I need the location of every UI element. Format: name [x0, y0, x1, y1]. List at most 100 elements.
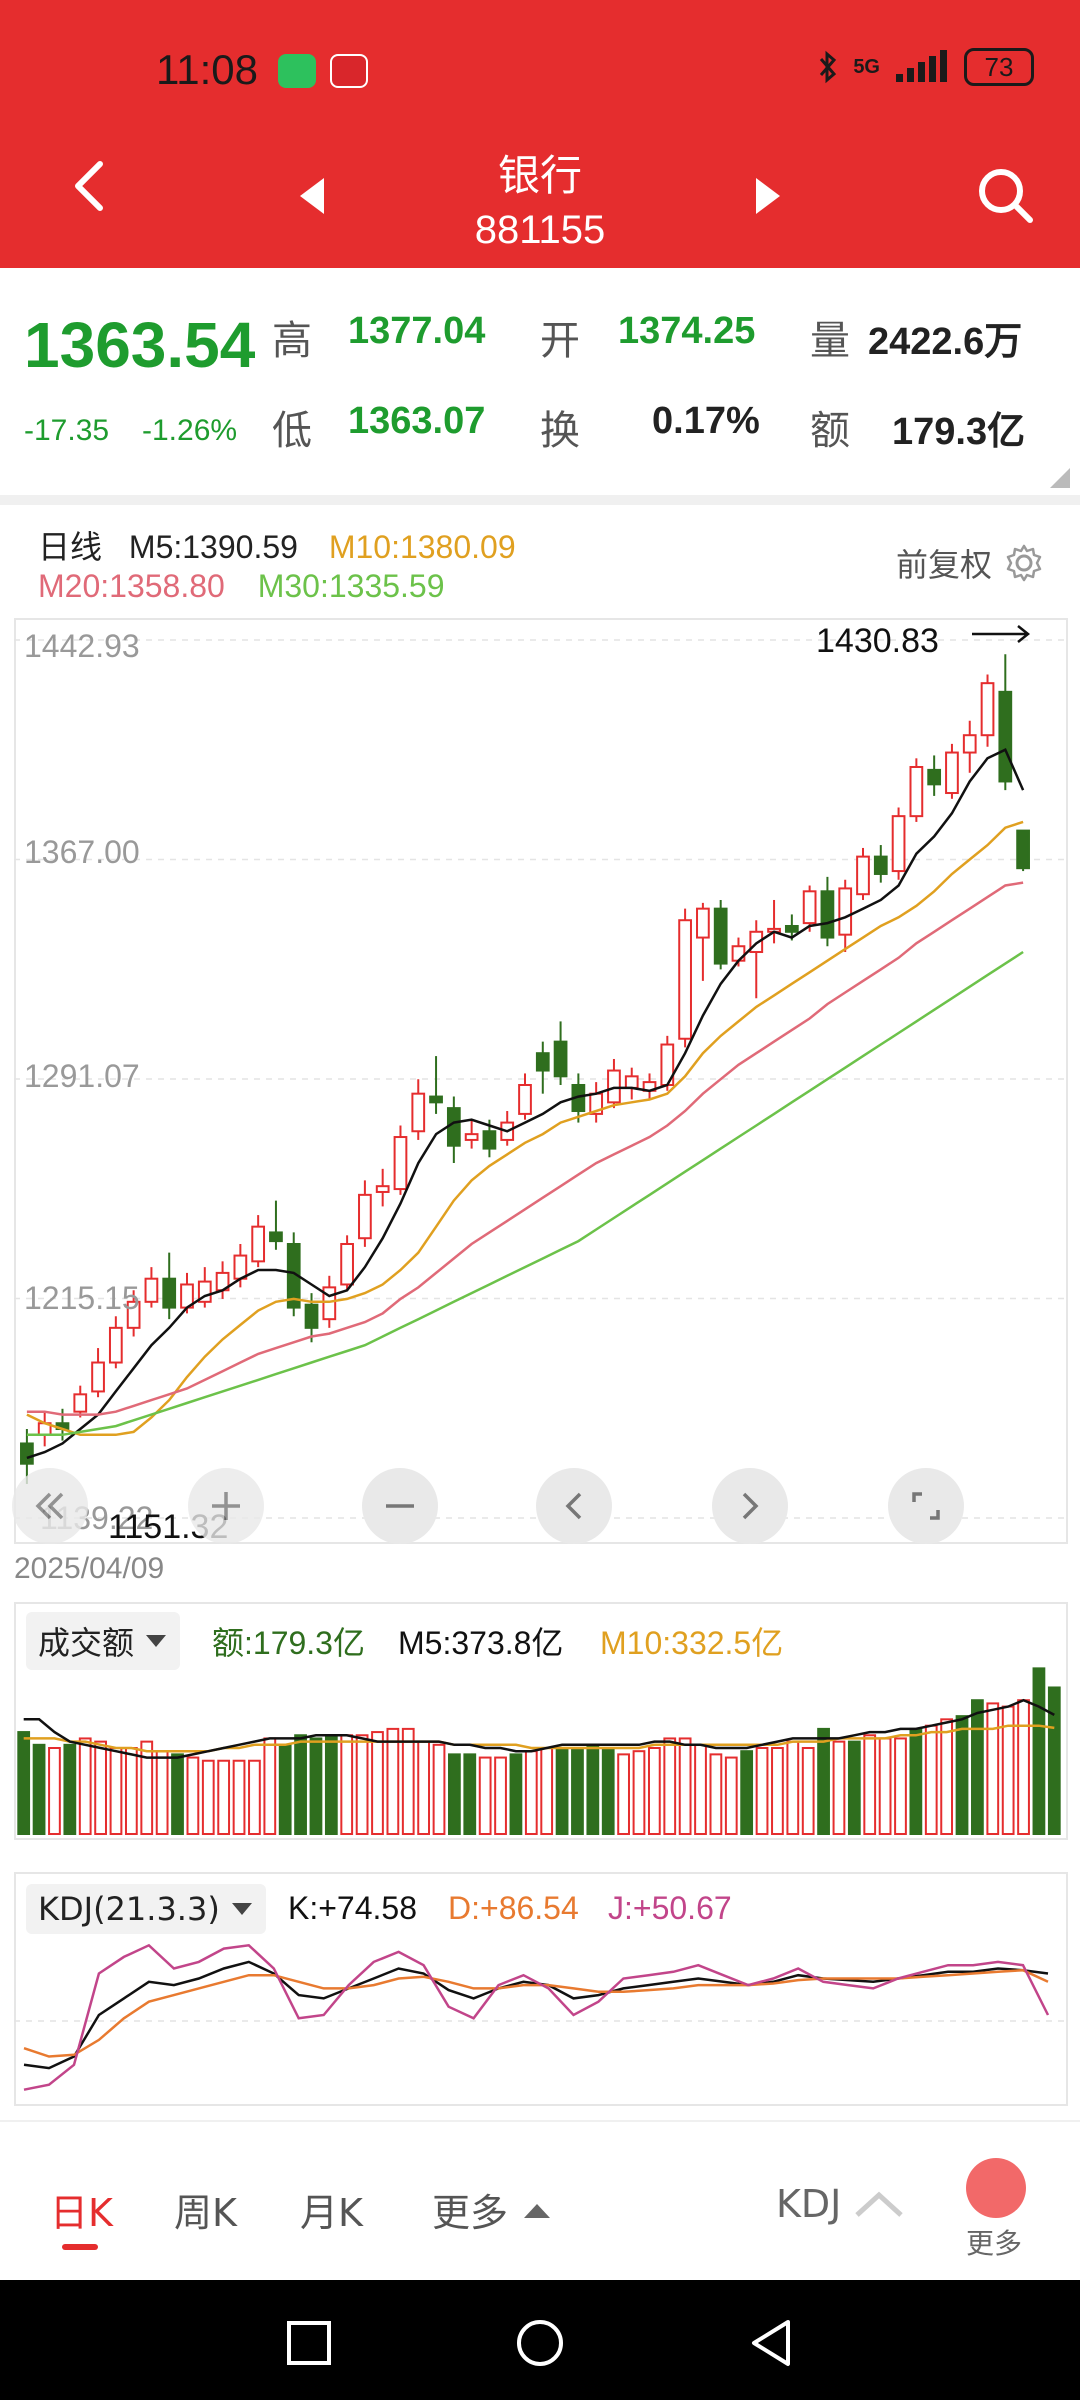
- move-left-button[interactable]: [536, 1468, 612, 1544]
- candle: [873, 845, 888, 883]
- volume-bar: [417, 1740, 431, 1835]
- expand-corner-icon[interactable]: [1050, 468, 1070, 488]
- candlestick-chart[interactable]: [14, 618, 1068, 1544]
- more-menu-label[interactable]: 更多: [966, 2227, 1023, 2260]
- home-icon[interactable]: [515, 2318, 565, 2368]
- candle: [713, 899, 728, 970]
- tab-week-k[interactable]: 周K: [174, 2191, 237, 2235]
- candle: [696, 902, 710, 981]
- wechat-icon: [278, 54, 316, 88]
- system-navigation-bar: [0, 2280, 1080, 2400]
- axis-tick: 1442.93: [24, 628, 140, 664]
- volume-bar: [586, 1743, 600, 1836]
- arrow-right-icon: [972, 625, 1031, 643]
- candle: [909, 758, 924, 822]
- kdj-indicator-dropdown[interactable]: KDJ(21.3.3): [26, 1884, 266, 1934]
- candle: [891, 807, 906, 880]
- ma-legend-row-1: 日线 M5:1390.59 M10:1380.09: [38, 522, 516, 568]
- volume-chart[interactable]: [14, 1602, 1068, 1840]
- active-tab-indicator: [62, 2244, 98, 2250]
- tab-month-k[interactable]: 月K: [300, 2191, 363, 2235]
- candle: [144, 1267, 159, 1308]
- page-title: 银行: [497, 151, 582, 200]
- volume-bar: [401, 1727, 415, 1835]
- dropdown-triangle-icon: [231, 1903, 252, 1915]
- caret-up-icon: [524, 2203, 551, 2218]
- indicator-selector-label: KDJ: [776, 2182, 842, 2226]
- volume-bar: [863, 1734, 877, 1835]
- zoom-in-button[interactable]: [188, 1468, 264, 1544]
- volume-bar: [355, 1734, 369, 1835]
- volume-bar: [740, 1750, 754, 1835]
- candle: [1016, 829, 1030, 872]
- volume-bar: [248, 1759, 261, 1835]
- volume-value: 2422.6万: [868, 321, 1023, 363]
- search-icon[interactable]: [976, 166, 1036, 226]
- adjust-selector[interactable]: 前复权: [896, 540, 1044, 586]
- volume-bar: [478, 1756, 492, 1835]
- ma10-value: M10:1380.09: [328, 529, 516, 565]
- volume-bar: [924, 1724, 938, 1835]
- candle: [464, 1119, 479, 1149]
- axis-tick: 1291.07: [24, 1058, 140, 1094]
- volume-bar: [48, 1747, 61, 1835]
- volume-bar: [601, 1747, 615, 1835]
- volume-bar: [494, 1756, 507, 1835]
- recent-apps-icon[interactable]: [286, 2320, 332, 2366]
- candle: [91, 1348, 105, 1398]
- next-stock-icon[interactable]: [752, 176, 784, 216]
- fullscreen-icon: [912, 1492, 940, 1520]
- kdj-chart[interactable]: [14, 1872, 1068, 2106]
- volume-bar: [663, 1737, 677, 1835]
- volume-bar: [201, 1759, 215, 1835]
- candle: [446, 1096, 461, 1164]
- volume-bar: [186, 1756, 200, 1835]
- back-nav-icon[interactable]: [748, 2318, 794, 2368]
- adjust-label: 前复权: [895, 546, 992, 584]
- volume-indicator-dropdown[interactable]: 成交额: [26, 1612, 181, 1670]
- chevron-right-icon: [742, 1492, 759, 1520]
- scroll-left-button[interactable]: [12, 1468, 88, 1544]
- kdj-line-d: [23, 1968, 1049, 2058]
- double-chevron-left-icon: [35, 1492, 64, 1520]
- volume-bar: [32, 1743, 46, 1836]
- back-icon[interactable]: [66, 160, 118, 212]
- volume-bar: [63, 1743, 77, 1836]
- candle: [411, 1079, 426, 1140]
- more-menu-icon[interactable]: [966, 2158, 1026, 2218]
- volume-bar: [217, 1759, 231, 1835]
- kdj-indicator-label: KDJ(21.3.3): [38, 1890, 220, 1928]
- candle: [393, 1125, 408, 1195]
- ma-line-m30: [26, 950, 1024, 1437]
- volume-bar: [371, 1731, 384, 1836]
- kdj-d-value: D:+86.54: [448, 1890, 579, 1926]
- tab-day-k[interactable]: 日K: [50, 2191, 113, 2235]
- tab-more-periods[interactable]: 更多: [432, 2182, 552, 2237]
- volume-bar: [324, 1734, 338, 1835]
- settings-gear-icon[interactable]: [1004, 543, 1044, 583]
- high-label: 高: [272, 318, 312, 364]
- open-value: 1374.25: [618, 310, 756, 352]
- volume-label: 量: [810, 318, 850, 364]
- prev-stock-icon[interactable]: [296, 176, 328, 216]
- volume-bar: [171, 1753, 184, 1836]
- move-right-button[interactable]: [712, 1468, 788, 1544]
- volume-bar: [847, 1740, 861, 1835]
- header-bar: [0, 0, 1080, 268]
- minus-icon: [386, 1504, 414, 1508]
- tab-more-label: 更多: [432, 2191, 509, 2235]
- volume-bar: [894, 1737, 907, 1835]
- volume-bar: [309, 1737, 323, 1835]
- bottom-tab-bar: 日K 周K 月K 更多 KDJ 更多: [0, 2120, 1080, 2280]
- fullscreen-button[interactable]: [888, 1468, 964, 1544]
- chevron-left-icon: [565, 1492, 582, 1520]
- zoom-out-button[interactable]: [362, 1468, 438, 1544]
- volume-m5-line: [23, 1698, 1055, 1759]
- indicator-selector[interactable]: KDJ: [776, 2182, 905, 2226]
- kline-panel[interactable]: [14, 618, 1068, 1544]
- axis-tick: 1215.15: [24, 1280, 140, 1316]
- candle: [37, 1411, 52, 1447]
- volume-bar: [801, 1747, 815, 1835]
- axis-tick: 1367.00: [24, 834, 140, 870]
- candle: [838, 879, 853, 953]
